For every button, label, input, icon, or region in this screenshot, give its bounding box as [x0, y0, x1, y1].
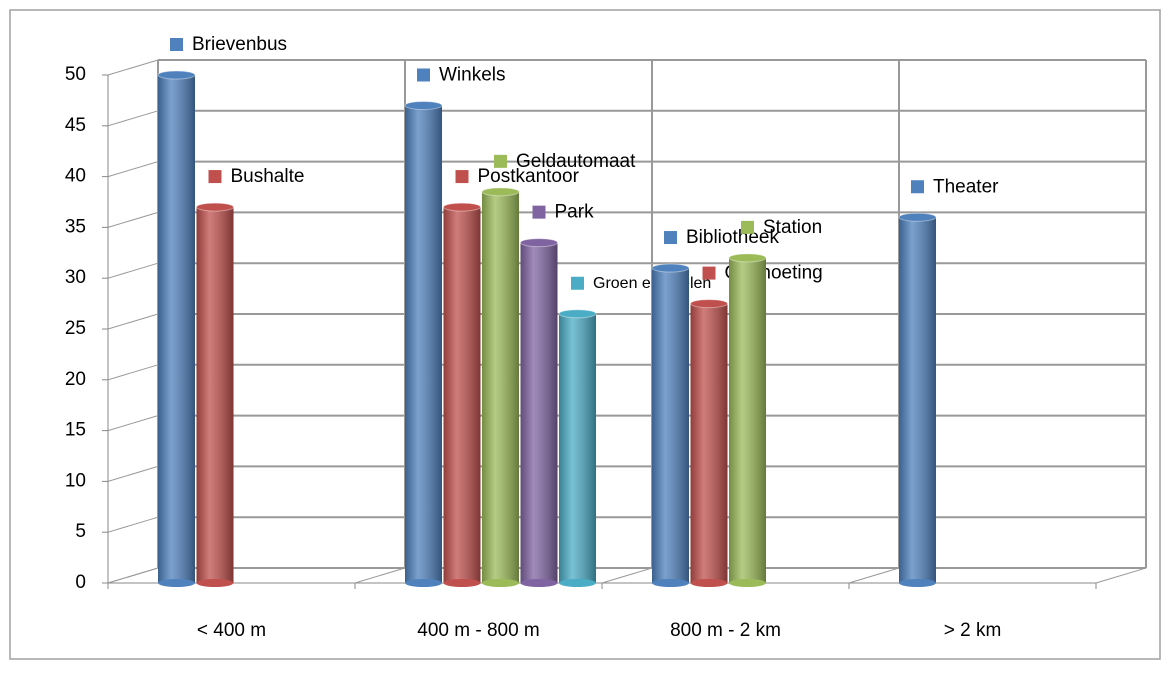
grid-connector — [107, 313, 159, 330]
x-tick-label: 400 m - 800 m — [417, 620, 540, 641]
bar-shade — [652, 268, 689, 583]
bar-shade — [520, 242, 558, 583]
series-label: Station — [763, 217, 822, 238]
series-label: Bushalte — [231, 166, 305, 187]
label-marker — [532, 205, 546, 219]
bar-base — [559, 579, 596, 587]
bar-top — [196, 202, 234, 212]
bar-shade — [559, 313, 596, 583]
y-tick-label: 20 — [65, 369, 86, 390]
grid-connector — [107, 262, 159, 279]
y-tick-label: 25 — [65, 318, 86, 339]
bar-base — [158, 579, 195, 587]
y-tick-label: 5 — [75, 521, 86, 542]
bar-top — [898, 212, 937, 222]
bar-shade — [482, 191, 519, 583]
grid-connector — [107, 110, 159, 127]
bar-base — [729, 579, 766, 587]
bar-base — [443, 579, 481, 587]
label-marker — [664, 231, 677, 245]
floor-connector — [848, 567, 900, 584]
x-tick-label: > 2 km — [944, 620, 1002, 641]
grid-connector — [107, 415, 159, 432]
bar-top — [520, 238, 558, 248]
label-marker — [208, 170, 222, 184]
label-marker — [741, 220, 754, 234]
bar-shade — [899, 217, 936, 584]
floor-connector — [1095, 567, 1147, 584]
series-label: Park — [555, 202, 595, 223]
series-label: Bibliotheek — [686, 227, 779, 248]
y-tick-label: 50 — [65, 64, 86, 85]
label-marker — [494, 154, 507, 168]
floor-connector — [601, 567, 653, 584]
series-label: Postkantoor — [478, 166, 580, 187]
bar-base — [405, 579, 442, 587]
label-marker — [417, 68, 430, 82]
floor-connector — [107, 567, 159, 584]
bar-base — [196, 579, 234, 587]
grid-connector — [107, 364, 159, 381]
bar-top — [404, 100, 443, 110]
label-marker — [911, 180, 924, 194]
bar-top — [690, 299, 728, 309]
floor-connector — [354, 567, 406, 584]
series-label: Geldautomaat — [516, 151, 636, 172]
y-tick-label: 35 — [65, 216, 86, 237]
y-tick-label: 0 — [75, 572, 86, 593]
y-tick-label: 10 — [65, 470, 86, 491]
series-label: Winkels — [439, 64, 506, 85]
series-label: Theater — [933, 176, 999, 197]
y-tick-label: 45 — [65, 115, 86, 136]
y-tick-label: 30 — [65, 267, 86, 288]
bar-base — [899, 579, 936, 587]
bar-shade — [729, 257, 766, 583]
series-label: Brievenbus — [192, 34, 287, 55]
grid-connector — [107, 211, 159, 228]
grid-connector — [107, 516, 159, 533]
bar-top — [728, 253, 767, 263]
y-tick-label: 15 — [65, 420, 86, 441]
label-marker — [455, 170, 469, 184]
grid-connector — [107, 161, 159, 178]
bar-shade — [405, 105, 442, 583]
bar-base — [652, 579, 689, 587]
grid-connector — [107, 465, 159, 482]
bar-base — [690, 579, 728, 587]
bar-top — [157, 70, 196, 80]
label-marker — [571, 276, 584, 290]
bar-shade — [690, 303, 728, 583]
bar-shade — [196, 207, 234, 583]
bar-base — [520, 579, 558, 587]
label-marker — [702, 266, 716, 280]
bar-top — [651, 263, 690, 273]
bar-shade — [158, 75, 195, 583]
bar-top — [558, 309, 597, 319]
y-tick-label: 40 — [65, 166, 86, 187]
x-tick-label: 800 m - 2 km — [670, 620, 781, 641]
bar-base — [482, 579, 519, 587]
grid-connector — [107, 59, 159, 76]
bar-top — [481, 187, 520, 197]
x-tick-label: < 400 m — [197, 620, 266, 641]
bar-shade — [443, 207, 481, 583]
label-marker — [170, 38, 183, 51]
bar-top — [443, 202, 481, 212]
